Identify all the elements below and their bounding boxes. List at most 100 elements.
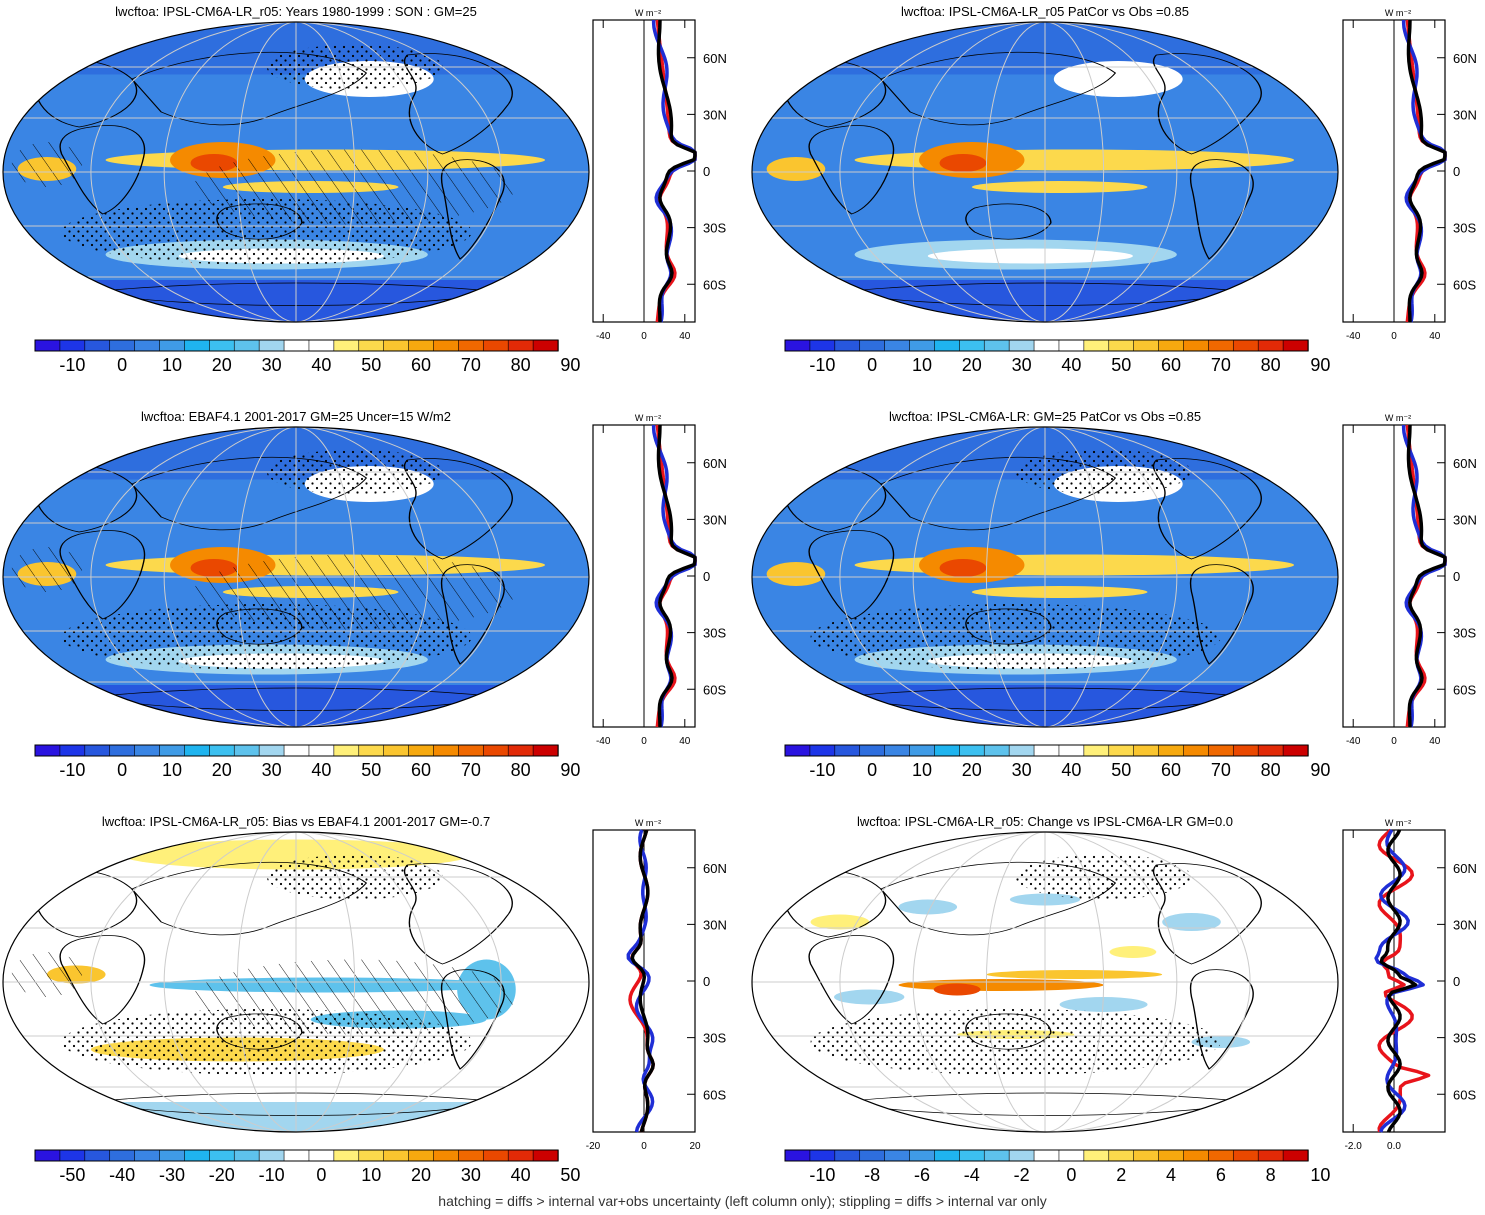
colorbar-label: 20 — [212, 760, 232, 780]
zonal-mean-profile: -40 0 40 60N 30N 0 30S 60S W m⁻² — [1342, 413, 1477, 747]
zonal-mean-profile: -2.0 0.0 60N 30N 0 30S 60S W m⁻² — [1342, 818, 1477, 1152]
spcz-band — [971, 586, 1148, 598]
y-tick-label: 0 — [703, 569, 710, 584]
meridian-1 — [163, 427, 429, 727]
y-tick-label: 0 — [703, 164, 710, 179]
colorbar-swatch — [408, 744, 435, 757]
colorbar-swatch — [109, 339, 136, 352]
colorbar-swatch — [1133, 1149, 1160, 1162]
colorbar-swatch — [1208, 339, 1234, 352]
colorbar-label: 20 — [962, 355, 982, 375]
profile-line-blue — [1374, 829, 1425, 1133]
meridian-2 — [839, 22, 1251, 322]
colorbar-swatch — [209, 744, 235, 757]
map-border — [751, 21, 1339, 323]
colorbar-label: 50 — [361, 355, 381, 375]
colorbar-swatch — [1183, 1149, 1210, 1162]
colorbar-swatch — [34, 339, 61, 352]
x-tick-label: 40 — [1429, 331, 1441, 342]
colorbar-swatch — [1133, 744, 1160, 757]
colorbar-swatch — [909, 1149, 936, 1162]
colorbar-swatch — [1083, 1149, 1110, 1162]
colorbar-label: 0 — [117, 760, 127, 780]
y-tick-label: 30S — [703, 1031, 726, 1046]
colorbar: -10 -8 -6 -4 -2 0 2 4 6 8 10 — [784, 1149, 1330, 1185]
y-tick-label: 60N — [703, 861, 727, 876]
footer-note: hatching = diffs > internal var+obs unce… — [438, 1193, 1047, 1209]
colorbar-swatch — [532, 1149, 559, 1162]
change-blob-0 — [898, 979, 1104, 991]
colorbar-swatch — [34, 1149, 61, 1162]
colorbar-label: -2 — [1014, 1165, 1030, 1185]
coastline-2 — [880, 51, 1117, 126]
map-field — [3, 832, 589, 1132]
colorbar-swatch — [1008, 339, 1035, 352]
colorbar-label: 10 — [912, 760, 932, 780]
colorbar-swatch — [84, 339, 111, 352]
colorbar-swatch — [1257, 744, 1284, 757]
x-tick-label: -40 — [596, 736, 611, 747]
colorbar-label: -20 — [209, 1165, 235, 1185]
colorbar-swatch — [1108, 1149, 1135, 1162]
colorbar-label: 50 — [1111, 760, 1131, 780]
colorbar-swatch — [283, 744, 310, 757]
colorbar-swatch — [258, 744, 285, 757]
coastline-5 — [1189, 159, 1254, 260]
profile-line-black — [630, 829, 655, 1133]
profile-line-black — [656, 424, 697, 728]
colorbar-swatch — [983, 339, 1010, 352]
colorbar-swatch — [834, 744, 861, 757]
colorbar-swatch — [834, 1149, 861, 1162]
colorbar-swatch — [784, 339, 811, 352]
colorbar-label: 90 — [560, 760, 580, 780]
colorbar-swatch — [1158, 1149, 1185, 1162]
meridian-0 — [236, 22, 356, 322]
colorbar-label: 40 — [511, 1165, 531, 1185]
x-tick-label: -2.0 — [1345, 1141, 1363, 1152]
y-tick-label: 30S — [1453, 1031, 1476, 1046]
colorbar-swatch — [1058, 339, 1085, 352]
colorbar-swatch — [134, 744, 161, 757]
colorbar-label: 40 — [311, 760, 331, 780]
panel-title: lwcftoa: IPSL-CM6A-LR_r05: Change vs IPS… — [857, 814, 1233, 829]
y-tick-label: 60N — [703, 456, 727, 471]
colorbar: -50 -40 -30 -20 -10 0 10 20 30 40 50 — [34, 1149, 580, 1185]
profile-unit: W m⁻² — [1385, 818, 1411, 828]
x-tick-label: -20 — [586, 1141, 601, 1152]
y-tick-label: 30S — [1453, 626, 1476, 641]
coastline-1 — [808, 125, 895, 215]
y-tick-label: 30N — [1453, 512, 1477, 527]
colorbar-swatch — [109, 1149, 136, 1162]
hatching-west — [11, 142, 83, 187]
graticule — [3, 832, 589, 1132]
colorbar-swatch — [1257, 1149, 1284, 1162]
colorbar-swatch — [109, 744, 136, 757]
map-border — [2, 831, 590, 1133]
colorbar-label: 40 — [1061, 760, 1081, 780]
cloud-region — [1053, 61, 1183, 97]
colorbar-swatch — [809, 1149, 836, 1162]
panel-title: lwcftoa: EBAF4.1 2001-2017 GM=25 Uncer=1… — [141, 409, 451, 424]
y-tick-label: 30N — [703, 512, 727, 527]
x-tick-label: -40 — [596, 331, 611, 342]
meridian-2 — [90, 22, 502, 322]
colorbar-swatch — [1008, 744, 1035, 757]
colorbar-label: 8 — [1266, 1165, 1276, 1185]
colorbar-swatch — [1158, 744, 1185, 757]
colorbar-label: -8 — [864, 1165, 880, 1185]
graticule — [3, 22, 589, 322]
change-blob-1 — [986, 970, 1163, 979]
colorbar-swatch — [184, 339, 211, 352]
y-tick-label: 0 — [1453, 569, 1460, 584]
colorbar-label: 80 — [1261, 355, 1281, 375]
colorbar: -10 0 10 20 30 40 50 60 70 80 90 — [34, 744, 580, 780]
change-blob-4 — [834, 989, 905, 1005]
colorbar-swatch — [859, 744, 886, 757]
colorbar-swatch — [834, 339, 861, 352]
colorbar-swatch — [458, 744, 484, 757]
colorbar-swatch — [1208, 1149, 1234, 1162]
colorbar-label: -40 — [109, 1165, 135, 1185]
colorbar-swatch — [258, 339, 285, 352]
colorbar-swatch — [859, 339, 886, 352]
colorbar-frame — [784, 1149, 1309, 1162]
